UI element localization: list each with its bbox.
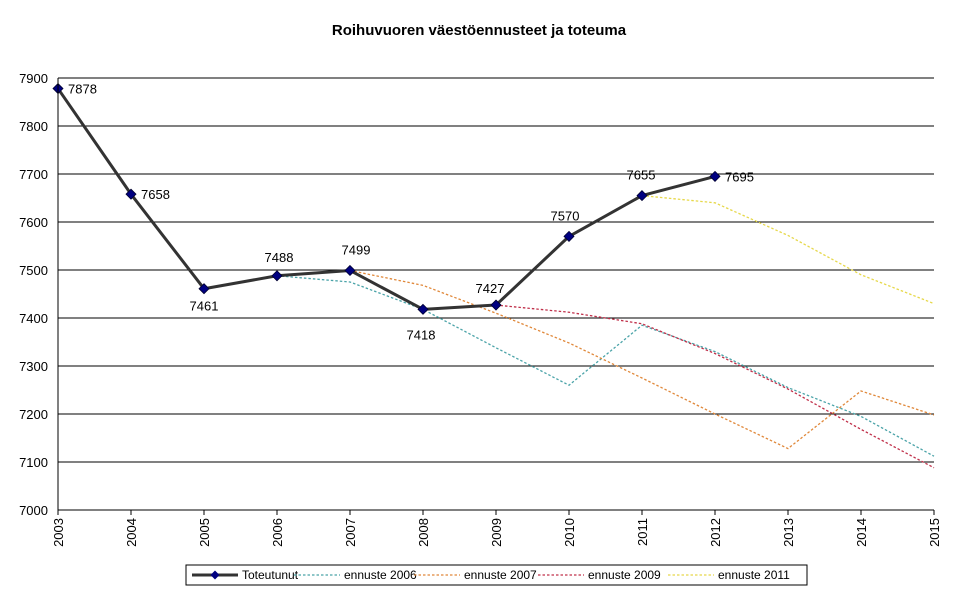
data-label: 7658 xyxy=(141,187,170,202)
legend-label: ennuste 2011 xyxy=(718,568,790,582)
y-tick-label: 7300 xyxy=(19,359,48,374)
data-label: 7655 xyxy=(627,168,656,183)
series-line-ennuste-2007 xyxy=(349,269,935,450)
y-tick-label: 7500 xyxy=(19,263,48,278)
y-tick-label: 7900 xyxy=(19,71,48,86)
data-label: 7878 xyxy=(68,82,97,97)
data-label: 7488 xyxy=(265,250,294,265)
y-tick-label: 7800 xyxy=(19,119,48,134)
chart-title: Roihuvuoren väestöennusteet ja toteuma xyxy=(332,22,627,39)
data-label: 7418 xyxy=(407,327,436,342)
x-tick-label: 2005 xyxy=(197,518,212,547)
data-point-marker xyxy=(344,264,356,277)
axis-layer: 7000 7100 7200 7300 7400 7500 7600 7700 7800 7900… xyxy=(19,71,942,547)
data-label: 7499 xyxy=(342,242,371,257)
x-tick-label: 2015 xyxy=(927,518,942,547)
data-point-marker xyxy=(636,190,648,202)
series-line-Toteutunut xyxy=(56,87,716,311)
x-tick-label: 2003 xyxy=(51,518,66,547)
data-label: 7427 xyxy=(476,281,505,296)
data-point-marker xyxy=(563,230,575,242)
legend-label: Toteutunut xyxy=(242,568,299,582)
data-label: 7461 xyxy=(190,299,219,314)
data-point-marker xyxy=(490,299,502,311)
series-line-ennuste-2006 xyxy=(276,275,935,457)
legend: Toteutunut ennuste 2006 ennuste 2007 ennust… xyxy=(185,564,808,586)
y-tick-label: 7000 xyxy=(19,503,48,518)
x-tick-label: 2013 xyxy=(781,518,796,547)
x-tick-label: 2011 xyxy=(635,518,650,546)
x-tick-label: 2006 xyxy=(270,518,285,547)
data-point-marker xyxy=(125,188,137,200)
y-tick-label: 7400 xyxy=(19,311,48,326)
y-tick-label: 7600 xyxy=(19,215,48,230)
x-tick-label: 2012 xyxy=(708,518,723,547)
x-tick-label: 2010 xyxy=(562,518,577,547)
data-label-layer: 7878 7658 7461 7488 7499 7418 7427 7570 7655 7695 xyxy=(68,82,754,343)
data-label: 7695 xyxy=(725,169,754,184)
legend-label: ennuste 2009 xyxy=(588,568,661,582)
grid-layer xyxy=(58,77,934,463)
data-point-marker xyxy=(709,170,721,182)
legend-box xyxy=(185,564,808,586)
x-tick-label: 2009 xyxy=(489,518,504,547)
series-line-ennuste-2011 xyxy=(641,194,935,305)
y-tick-label: 7100 xyxy=(19,455,48,470)
data-point-marker xyxy=(271,270,283,282)
y-tick-label: 7200 xyxy=(19,407,48,422)
x-tick-label: 2007 xyxy=(343,518,358,547)
data-point-marker xyxy=(417,303,429,315)
series-line-ennuste-2009 xyxy=(495,304,935,469)
x-tick-label: 2004 xyxy=(124,518,139,547)
series-layer xyxy=(52,82,935,469)
data-label: 7570 xyxy=(551,208,580,223)
legend-label: ennuste 2007 xyxy=(464,568,537,582)
x-tick-label: 2014 xyxy=(854,518,869,547)
x-tick-label: 2008 xyxy=(416,518,431,547)
y-tick-label: 7700 xyxy=(19,167,48,182)
legend-label: ennuste 2006 xyxy=(344,568,417,582)
legend-marker-icon xyxy=(210,570,220,580)
data-point-marker xyxy=(198,283,210,295)
